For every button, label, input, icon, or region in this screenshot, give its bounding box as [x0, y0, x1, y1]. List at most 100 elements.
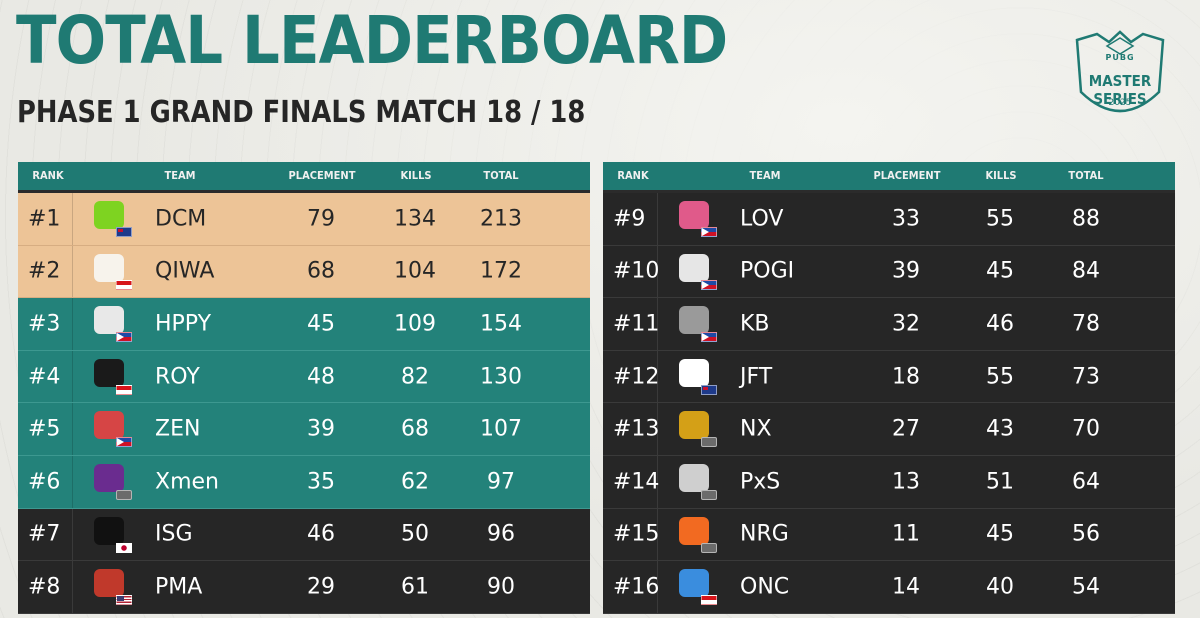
leaderboard-table-left: RANK TEAM PLACEMENT KILLS TOTAL #1 DCM 79 1… [18, 162, 590, 614]
table-row: #1 DCM 79 134 213 [18, 193, 590, 246]
total-points: 97 [487, 469, 515, 495]
kill-points: 109 [394, 311, 436, 337]
total-points: 64 [1072, 469, 1100, 495]
team-name: ISG [155, 521, 193, 547]
team-logo-icon [94, 201, 124, 229]
id-flag-icon [701, 595, 717, 606]
team-name: DCM [155, 206, 207, 232]
total-points: 96 [487, 521, 515, 547]
table-row: #5 ZEN 39 68 107 [18, 403, 590, 456]
ph-flag-icon [116, 437, 132, 448]
team-name: KB [740, 311, 770, 337]
team-logo-icon [94, 463, 124, 492]
placement-points: 79 [307, 206, 335, 232]
team-name: PMA [155, 574, 203, 600]
team-name: Xmen [155, 469, 219, 495]
table-row: #16 ONC 14 40 54 [603, 561, 1175, 614]
row-divider [657, 245, 658, 298]
team-logo-icon [679, 569, 709, 598]
team-badge [90, 199, 134, 239]
table-row: #8 PMA 29 61 90 [18, 561, 590, 614]
team-logo-icon [679, 306, 709, 335]
team-badge [90, 515, 134, 555]
row-divider [72, 508, 73, 561]
column-header-team: TEAM [749, 169, 781, 182]
team-logo-icon [94, 569, 124, 598]
rank-cell: #5 [28, 416, 61, 442]
rank-cell: #3 [28, 311, 61, 337]
placement-points: 18 [892, 364, 920, 390]
team-badge [675, 515, 719, 555]
team-badge [675, 357, 719, 397]
kill-points: 134 [394, 206, 436, 232]
kill-points: 82 [401, 364, 429, 390]
total-points: 88 [1072, 206, 1100, 232]
total-points: 172 [480, 258, 522, 284]
team-logo-icon [679, 463, 709, 492]
kill-points: 61 [401, 574, 429, 600]
team-badge [675, 567, 719, 607]
kill-points: 40 [986, 574, 1014, 600]
table-row: #15 NRG 11 45 56 [603, 508, 1175, 562]
page-subtitle: PHASE 1 GRAND FINALS MATCH 18 / 18 [17, 95, 586, 130]
team-name: ONC [740, 574, 790, 600]
team-name: JFT [740, 364, 773, 390]
table-row: #4 ROY 48 82 130 [18, 350, 590, 404]
row-divider [657, 350, 658, 403]
column-header-team: TEAM [164, 169, 196, 182]
row-divider [657, 403, 658, 455]
intl-flag-icon [701, 437, 717, 448]
total-points: 130 [480, 364, 522, 390]
kill-points: 45 [986, 521, 1014, 547]
placement-points: 29 [307, 574, 335, 600]
row-divider [657, 298, 658, 350]
placement-points: 68 [307, 258, 335, 284]
total-points: 90 [487, 574, 515, 600]
team-logo-icon [679, 516, 709, 545]
placement-points: 33 [892, 206, 920, 232]
placement-points: 48 [307, 364, 335, 390]
rank-cell: #6 [28, 469, 61, 495]
total-points: 84 [1072, 258, 1100, 284]
column-header-rank: RANK [32, 169, 64, 182]
us-flag-icon [116, 595, 132, 606]
page-title: TOTAL LEADERBOARD [16, 2, 728, 79]
ph-flag-icon [701, 279, 717, 290]
row-divider [72, 245, 73, 298]
intl-flag-icon [116, 489, 132, 500]
column-header-total: TOTAL [483, 169, 519, 182]
rank-cell: #14 [613, 469, 660, 495]
team-name: HPPY [155, 311, 212, 337]
total-points: 107 [480, 416, 522, 442]
table-row: #14 PxS 13 51 64 [603, 455, 1175, 509]
table-row: #7 ISG 46 50 96 [18, 508, 590, 562]
team-badge [90, 304, 134, 344]
table-header: RANK TEAM PLACEMENT KILLS TOTAL [18, 162, 590, 193]
team-name: LOV [740, 206, 784, 232]
team-badge [90, 567, 134, 607]
kill-points: 55 [986, 364, 1014, 390]
placement-points: 39 [892, 258, 920, 284]
ph-flag-icon [701, 227, 717, 237]
shield-icon [1075, 30, 1165, 113]
rank-cell: #11 [613, 311, 660, 337]
logo-top-text: PUBG [1105, 53, 1135, 62]
total-points: 73 [1072, 364, 1100, 390]
team-badge [90, 409, 134, 449]
team-badge [675, 304, 719, 344]
team-name: ZEN [155, 416, 201, 442]
kill-points: 68 [401, 416, 429, 442]
table-row: #3 HPPY 45 109 154 [18, 298, 590, 351]
jp-flag-icon [116, 542, 132, 553]
placement-points: 35 [307, 469, 335, 495]
team-badge [675, 252, 719, 292]
team-logo-icon [94, 306, 124, 335]
table-header: RANK TEAM PLACEMENT KILLS TOTAL [603, 162, 1175, 193]
kill-points: 62 [401, 469, 429, 495]
row-divider [657, 455, 658, 508]
ph-flag-icon [701, 332, 717, 343]
column-header-kills: KILLS [985, 169, 1017, 182]
team-logo-icon [679, 253, 709, 282]
row-divider [72, 298, 73, 350]
row-divider [657, 193, 658, 245]
